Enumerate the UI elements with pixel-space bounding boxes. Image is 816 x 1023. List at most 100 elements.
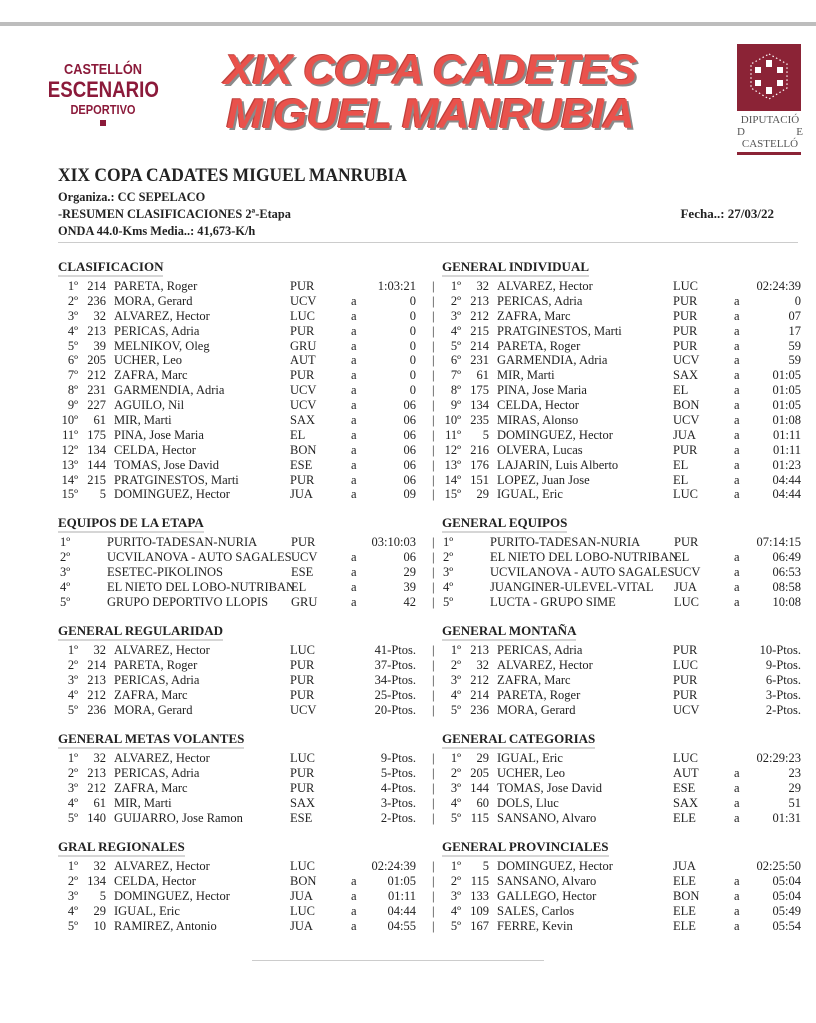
bib-number: 5 [482, 859, 489, 873]
bib-number: 167 [470, 918, 489, 933]
column-separator: | [432, 487, 435, 502]
gap-marker: a [351, 383, 357, 398]
gap-marker: a [734, 903, 740, 918]
bib-number: 134 [87, 442, 106, 457]
logo-line: DEPORTIVO [70, 102, 136, 117]
section-general-equipos: GENERAL EQUIPOS | 1º PURITO-TADESAN-NURIA PU… [432, 514, 813, 609]
position: 5º [450, 338, 461, 353]
section-general-individual: GENERAL INDIVIDUAL | 1º 32 ALVAREZ, Hector LU… [432, 258, 813, 502]
position: 2º [67, 873, 78, 888]
team-code: LUC [290, 643, 315, 657]
rider-name: LOPEZ, Juan Jose [497, 472, 590, 487]
column-separator: | [432, 564, 435, 579]
rider-name: CELDA, Hector [497, 398, 579, 413]
gap-marker: a [351, 442, 357, 457]
gap-marker: a [734, 487, 740, 502]
table-row: 14º 215 PRATGINESTOS, Marti PUR a 06 [58, 473, 438, 488]
rider-name: AGUILO, Nil [114, 398, 185, 413]
gap-marker: a [351, 579, 357, 594]
position: 1º [67, 859, 78, 873]
rider-name: GUIJARRO, Jose Ramon [114, 810, 243, 825]
position: 5º [67, 338, 78, 353]
stage-info: ONDA 44.0-Kms Media..: 41,673-K/h [58, 223, 256, 238]
position: 10º [444, 413, 461, 428]
gap-marker: a [351, 873, 357, 888]
table-row: 2º 134 CELDA, Hector BON a 01:05 [58, 874, 438, 889]
rider-name: ALVAREZ, Hector [497, 657, 593, 672]
result-value: 01:23 [772, 457, 801, 472]
gap-marker: a [351, 323, 357, 338]
position: 5º [67, 918, 78, 933]
table-row: | 4º 215 PRATGINESTOS, Marti PUR a 17 [432, 323, 813, 339]
position: 13º [444, 457, 461, 472]
team-code: BON [290, 873, 317, 888]
bib-number: 176 [470, 457, 489, 472]
result-value: 01:05 [772, 383, 801, 398]
position: 1º [67, 751, 78, 765]
rider-name: SANSANO, Alvaro [497, 810, 597, 825]
rider-name: GALLEGO, Hector [497, 888, 597, 903]
position: 2º [60, 549, 71, 564]
bib-number: 235 [470, 413, 489, 428]
result-value: 0 [409, 338, 416, 353]
bib-number: 215 [87, 472, 106, 487]
rider-name: ZAFRA, Marc [114, 368, 188, 383]
table-row: 10º 61 MIR, Marti SAX a 06 [58, 413, 438, 428]
table-row: | 5º 167 FERRE, Kevin ELE a 05:54 [432, 918, 813, 934]
rider-name: ZAFRA, Marc [114, 687, 188, 702]
table-row: | 14º 151 LOPEZ, Juan Jose EL a 04:44 [432, 472, 813, 488]
date: Fecha..: 27/03/22 [680, 206, 774, 221]
bib-number: 175 [470, 383, 489, 398]
team-code: LUC [290, 903, 315, 918]
position: 5º [67, 702, 78, 717]
column-separator: | [432, 398, 435, 413]
table-row: | 4º 109 SALES, Carlos ELE a 05:49 [432, 903, 813, 919]
rider-name: ALVAREZ, Hector [497, 279, 593, 293]
result-value: 0 [794, 293, 801, 308]
banner-line-2: MIGUEL MANRUBIA [226, 90, 634, 137]
table-row: | 5º 236 MORA, Gerard UCV 2-Ptos. [432, 702, 813, 718]
rider-name: MORA, Gerard [114, 702, 193, 717]
column-separator: | [432, 368, 435, 383]
result-value: 6-Ptos. [765, 672, 801, 687]
team-code: JUA [290, 487, 313, 502]
column-separator: | [432, 888, 435, 903]
gap-marker: a [734, 383, 740, 398]
table-row: 8º 231 GARMENDIA, Adria UCV a 0 [58, 383, 438, 398]
gap-marker: a [351, 594, 357, 609]
column-separator: | [432, 442, 435, 457]
bib-number: 214 [87, 657, 106, 672]
column-separator: | [432, 873, 435, 888]
position: 2º [450, 765, 461, 780]
column-separator: | [432, 687, 435, 702]
result-value: 41-Ptos. [374, 643, 416, 657]
gap-marker: a [734, 398, 740, 413]
bib-number: 236 [470, 702, 489, 717]
position: 2º [450, 293, 461, 308]
result-value: 06 [403, 472, 417, 487]
gap-marker: a [734, 323, 740, 338]
team-code: UCV [290, 702, 317, 717]
team-code: ESE [291, 564, 314, 579]
bib-number: 133 [470, 888, 489, 903]
gap-marker: a [351, 918, 357, 933]
team-code: LUC [673, 751, 698, 765]
position: 5º [60, 594, 71, 609]
diputacio-text: DIPUTACIÓ D E CASTELLÓ [735, 114, 805, 150]
result-value: 29 [403, 564, 417, 579]
rider-name: UCHER, Leo [114, 353, 183, 368]
table-row: 7º 212 ZAFRA, Marc PUR a 0 [58, 368, 438, 383]
gap-marker: a [351, 487, 357, 502]
top-divider [0, 22, 816, 26]
team-code: PUR [673, 442, 698, 457]
table-row: 4º 61 MIR, Marti SAX 3-Ptos. [58, 796, 438, 811]
column-separator: | [432, 427, 435, 442]
gap-marker: a [734, 353, 740, 368]
result-value: 01:08 [772, 413, 801, 428]
header-divider [58, 242, 798, 243]
table-row: | 13º 176 LAJARIN, Luis Alberto EL a 01:23 [432, 457, 813, 473]
rider-name: PINA, Jose Maria [114, 427, 204, 442]
team-code: PUR [290, 765, 315, 780]
bib-number: 213 [470, 293, 489, 308]
team-code: JUA [673, 427, 696, 442]
